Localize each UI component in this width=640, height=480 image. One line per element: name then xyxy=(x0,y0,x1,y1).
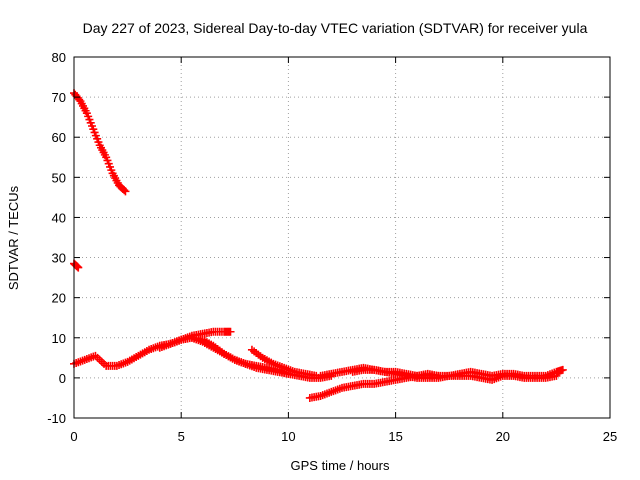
x-tick-label: 5 xyxy=(178,429,185,444)
y-tick-label: 50 xyxy=(52,170,66,185)
x-axis: 0 5 10 15 20 25 xyxy=(70,57,617,444)
y-tick-label: 70 xyxy=(52,90,66,105)
data-marks xyxy=(70,89,567,402)
data-point xyxy=(226,327,235,336)
data-point xyxy=(121,187,130,196)
series-segment-2 xyxy=(70,259,83,272)
x-tick-label: 10 xyxy=(281,429,295,444)
y-axis-label: SDTVAR / TECUs xyxy=(6,185,21,290)
y-tick-label: 60 xyxy=(52,130,66,145)
x-axis-label: GPS time / hours xyxy=(291,458,390,473)
x-tick-label: 25 xyxy=(603,429,617,444)
x-tick-label: 15 xyxy=(388,429,402,444)
data-point xyxy=(120,186,129,195)
x-tick-label: 20 xyxy=(496,429,510,444)
y-axis: -10 0 10 20 30 40 50 60 70 80 xyxy=(47,50,610,426)
y-tick-label: 0 xyxy=(59,371,66,386)
series-segment-9 xyxy=(348,365,561,384)
y-tick-label: 10 xyxy=(52,331,66,346)
series-segment-5 xyxy=(187,333,293,378)
data-point xyxy=(74,263,83,272)
series-segment-4 xyxy=(155,327,235,352)
plot-frame xyxy=(73,56,611,419)
y-tick-label: -10 xyxy=(47,411,66,426)
y-tick-label: 20 xyxy=(52,291,66,306)
y-tick-label: 30 xyxy=(52,251,66,266)
y-tick-label: 80 xyxy=(52,50,66,65)
x-tick-label: 0 xyxy=(70,429,77,444)
grid-lines xyxy=(74,57,610,418)
data-point xyxy=(558,365,567,374)
data-point xyxy=(73,262,82,271)
chart-title: Day 227 of 2023, Sidereal Day-to-day VTE… xyxy=(83,20,588,36)
data-point xyxy=(552,371,561,380)
y-tick-label: 40 xyxy=(52,210,66,225)
series-segment-1 xyxy=(70,89,130,196)
